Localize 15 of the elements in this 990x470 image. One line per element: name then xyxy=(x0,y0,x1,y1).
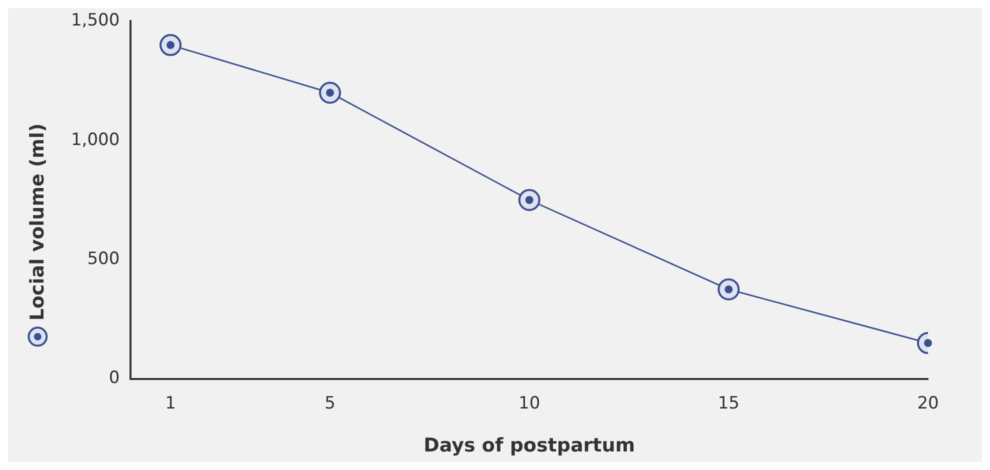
point xyxy=(319,82,341,104)
point xyxy=(518,189,540,211)
point xyxy=(718,278,740,300)
y-axis-title: Locial volume (ml) xyxy=(27,123,49,321)
point xyxy=(160,34,182,56)
y-tick-label: 500 xyxy=(87,249,120,270)
x-tick-label: 1 xyxy=(165,393,176,414)
x-tick-label: 20 xyxy=(917,393,939,414)
y-tick-label: 1,000 xyxy=(70,130,120,150)
y-tick-label: 0 xyxy=(108,368,120,388)
x-tick-label: 15 xyxy=(718,393,740,414)
x-axis-title: Days of postpartum xyxy=(424,434,636,457)
y-tick-label: 1,500 xyxy=(70,10,120,31)
x-tick-label: 5 xyxy=(324,393,336,414)
x-tick-label: 10 xyxy=(518,393,540,414)
